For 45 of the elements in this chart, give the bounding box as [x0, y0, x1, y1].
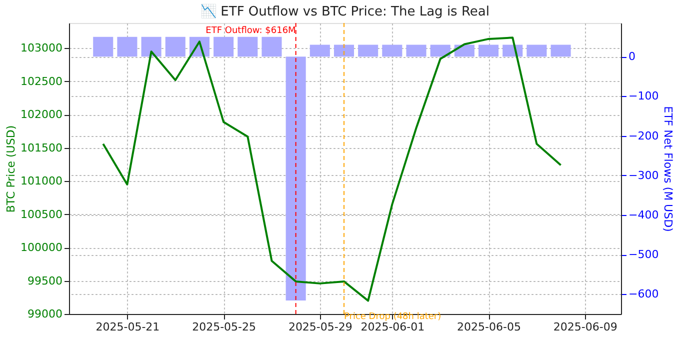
y-tick-label: 103000 — [20, 42, 62, 55]
bar — [382, 44, 402, 57]
bar — [214, 36, 234, 57]
y-tick-label: 99000 — [28, 308, 62, 320]
bar — [141, 36, 162, 57]
bar — [478, 44, 499, 57]
line-series — [102, 36, 562, 302]
bar — [334, 44, 354, 57]
y-tick-label: 99500 — [28, 274, 62, 288]
y-axis-title: BTC Price (USD) — [4, 125, 18, 213]
y2-axis-title: ETF Net Flows (M USD) — [662, 106, 675, 232]
bar — [526, 44, 547, 57]
y2-tick-label: −100 — [628, 90, 659, 103]
y2-tick-label: −500 — [628, 248, 659, 262]
bar — [262, 36, 282, 57]
bar — [550, 44, 571, 57]
y2-tick-label: −200 — [628, 129, 659, 142]
bar — [430, 44, 450, 57]
bar — [310, 44, 330, 57]
y-tick-label: 101500 — [20, 141, 62, 154]
bar — [117, 36, 138, 57]
bar — [93, 36, 114, 57]
x-tick-label: 2025-05-25 — [192, 320, 256, 334]
x-tick-label: 2025-05-21 — [96, 320, 160, 334]
y2-tick-label: −600 — [628, 288, 659, 301]
y-tick-label: 100500 — [20, 208, 62, 221]
ref-line-label: Price Drop (48h later) — [344, 312, 442, 322]
chart-title: 📉 ETF Outflow vs BTC Price: The Lag is Real — [200, 4, 490, 20]
y-tick-label: 100000 — [20, 241, 62, 254]
bar — [358, 44, 378, 57]
y-tick-label: 102500 — [20, 74, 62, 88]
y-tick-label: 102000 — [20, 108, 62, 122]
x-tick-label: 2025-05-29 — [288, 320, 352, 334]
y2-tick-label: 0 — [628, 50, 636, 64]
x-tick-label: 2025-06-05 — [457, 320, 521, 334]
x-tick-label: 2025-06-01 — [360, 320, 425, 334]
ref-line-label: ETF Outflow: $616M — [206, 26, 296, 36]
y2-tick-label: −300 — [628, 168, 659, 182]
bar — [238, 36, 258, 57]
y2-tick-label: −400 — [628, 208, 659, 222]
bar — [165, 36, 186, 57]
bar — [406, 44, 426, 57]
y-tick-label: 101000 — [20, 174, 62, 188]
bar — [286, 56, 306, 301]
x-tick-label: 2025-06-09 — [553, 320, 618, 334]
